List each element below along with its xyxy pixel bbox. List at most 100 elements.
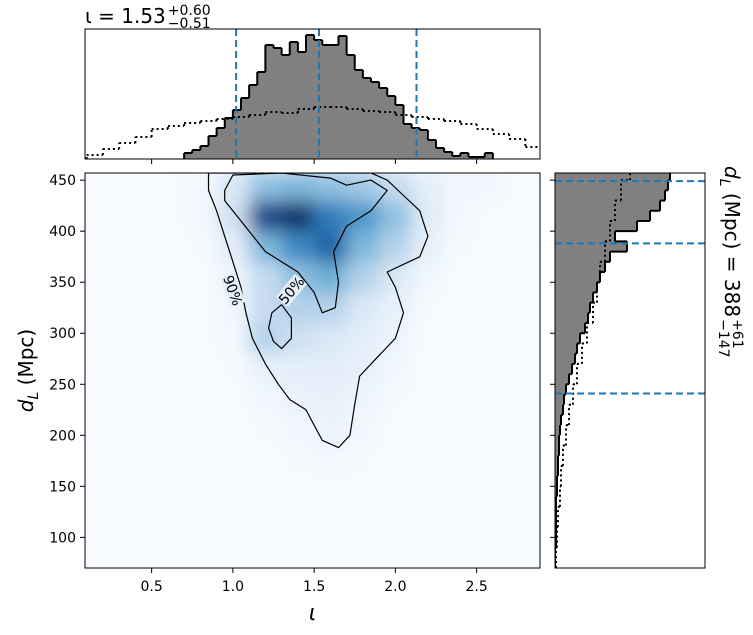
histogram-bar (330, 45, 339, 159)
heatmap-cell (249, 173, 283, 202)
heatmap-cell (346, 445, 380, 477)
top-title-sup: +0.60 (168, 3, 211, 19)
heatmap-cell (314, 353, 348, 385)
y-tick-label: 200 (49, 428, 76, 444)
heatmap-cell (281, 476, 315, 508)
histogram-bar (281, 55, 291, 159)
heatmap-cell (411, 537, 445, 568)
heatmap-cell (86, 414, 120, 447)
heatmap-cell (184, 292, 218, 324)
heatmap-cell (119, 292, 153, 324)
heatmap-cell (444, 384, 478, 416)
heatmap-cell (346, 476, 380, 508)
right-title-d: d (720, 166, 744, 179)
histogram-bar (555, 343, 577, 354)
heatmap-cell (346, 353, 380, 385)
heatmap-cell (379, 384, 413, 416)
heatmap-cell (509, 476, 540, 508)
heatmap-cell (216, 445, 250, 477)
heatmap-cell (216, 353, 250, 385)
heatmap-cell (509, 537, 540, 568)
histogram-bar (555, 323, 585, 334)
histogram-bar (306, 35, 315, 159)
histogram-bar (265, 45, 274, 159)
heatmap-cell (119, 445, 153, 477)
heatmap-cell (249, 537, 283, 568)
heatmap-cell (216, 384, 250, 416)
heatmap-cell (281, 506, 315, 538)
heatmap-cell (119, 506, 153, 538)
y-tick-label: 400 (49, 224, 76, 240)
heatmap-cell (119, 173, 153, 202)
heatmap-cell (119, 200, 153, 232)
histogram-bar (257, 72, 266, 159)
heatmap-cell (411, 292, 445, 324)
y-tick-label: 350 (49, 275, 76, 291)
histogram-bar (419, 130, 429, 159)
y-tick-label: 150 (49, 479, 76, 495)
histogram-bar (362, 78, 372, 159)
histogram-bar (484, 153, 494, 159)
heatmap-cell (281, 537, 315, 568)
histogram-bar (289, 42, 299, 159)
heatmap-cell (314, 414, 348, 447)
heatmap-cell (86, 323, 120, 355)
heatmap-cell (151, 261, 185, 293)
right-title-rest: (Mpc) = 388 (720, 187, 744, 318)
heatmap-cell (476, 414, 510, 447)
heatmap-cell (281, 414, 315, 447)
contour-label-bg (220, 273, 246, 308)
histogram-bar (555, 363, 572, 375)
heatmap-cell (184, 353, 218, 385)
histogram-bar (555, 333, 580, 344)
heatmap-cell (249, 261, 283, 293)
right-title-sub: −147 (715, 319, 731, 357)
histogram-bar (395, 105, 404, 159)
histogram-bar (555, 353, 575, 365)
heatmap-cell (249, 445, 283, 477)
heatmap-cell (444, 414, 478, 447)
heatmap-cell (444, 506, 478, 538)
heatmap-cell (509, 353, 540, 385)
histogram-bar (224, 118, 234, 159)
x-tick-label: 1.5 (303, 579, 325, 595)
heatmap-cell (346, 173, 380, 202)
heatmap-cell (151, 231, 185, 263)
axes: 0.5 1.0 1.5 2.0 2.5 100 150 200 250 300 350 400 450 ι… (14, 3, 745, 626)
heatmap-cell (281, 231, 315, 263)
y-axis-label: dL (Mpc) (14, 329, 42, 412)
heatmap-cell (86, 506, 120, 538)
heatmap-cell (249, 414, 283, 447)
x-tick-label: 2.0 (384, 579, 406, 595)
histogram-bar (371, 82, 380, 159)
contour-label-bg (275, 273, 308, 308)
heatmap-cell (184, 261, 218, 293)
histogram-bar (444, 152, 453, 159)
heatmap-cell (509, 231, 540, 263)
heatmap-cell (119, 261, 153, 293)
heatmap-cell (509, 323, 540, 355)
heatmap-cell (444, 445, 478, 477)
heatmap-cell (151, 353, 185, 385)
heatmap-cell (411, 476, 445, 508)
heatmap-cell (379, 445, 413, 477)
heatmap-cell (346, 414, 380, 447)
histogram-bar (249, 85, 258, 159)
heatmap-cell (314, 384, 348, 416)
heatmap-cell (184, 384, 218, 416)
heatmap-cell (151, 445, 185, 477)
x-tick-label: 1.0 (222, 579, 244, 595)
heatmap-cell (314, 200, 348, 232)
main-frame (84, 172, 541, 569)
histogram-bar (555, 220, 637, 232)
heatmap-cell (444, 476, 478, 508)
heatmap-cell (379, 537, 413, 568)
y-tick-label: 300 (49, 326, 76, 342)
heatmap-cell (411, 353, 445, 385)
histogram-bar (555, 231, 615, 242)
heatmap-cell (509, 445, 540, 477)
histogram-bar (555, 173, 670, 181)
right-title: dL (Mpc) = 388+61−147 (715, 166, 745, 358)
heatmap-cell (281, 200, 315, 232)
heatmap-cell (379, 353, 413, 385)
